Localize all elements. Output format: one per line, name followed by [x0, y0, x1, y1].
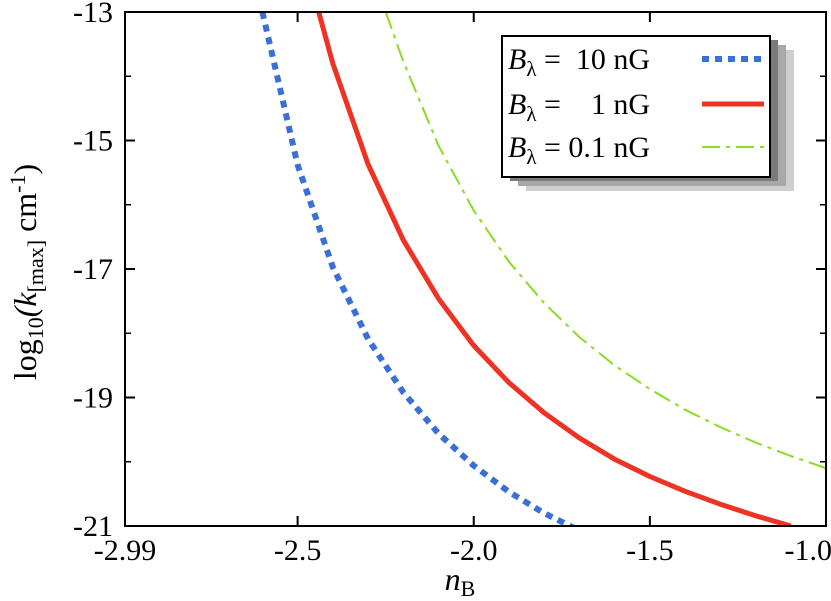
- series-line-2: [384, 12, 826, 470]
- y-tick-label: -19: [73, 382, 113, 415]
- y-tick-label: -21: [73, 510, 113, 543]
- legend: Bλ = 10 nG Bλ = 1 nG Bλ = 0.1 nG: [501, 35, 794, 191]
- y-axis-title-post: cm: [7, 193, 43, 240]
- x-axis-title: nB: [445, 561, 476, 601]
- x-tick-label: -2.5: [274, 534, 322, 567]
- y-axis-title: log10(k[max] cm-1): [5, 164, 48, 380]
- x-tick-label: -2.0: [450, 534, 498, 567]
- series-line-0: [259, 12, 578, 526]
- y-axis-title-mid: (k: [7, 292, 43, 318]
- x-tick-label: -1.0: [785, 534, 831, 567]
- x-axis-title-base: n: [445, 561, 461, 597]
- legend-label-2: Bλ = 0.1 nG: [508, 131, 650, 169]
- y-tick-label: -13: [73, 0, 113, 29]
- y-axis-title-post-sup: -1: [5, 174, 30, 192]
- tick-layer: -2.99 -2.5 -2.0 -1.5 -1.0 -13 -15 -17 -19 -21: [73, 0, 831, 567]
- y-axis-title-close: ): [7, 164, 43, 175]
- y-axis-title-mid-sub: [max]: [23, 240, 48, 293]
- series-line-1: [316, 12, 792, 526]
- series-layer: [259, 12, 826, 526]
- y-tick-label: -17: [73, 253, 113, 286]
- x-tick-label: -2.99: [94, 534, 157, 567]
- legend-label-1: Bλ = 1 nG: [508, 88, 650, 126]
- x-axis-title-sub: B: [461, 576, 476, 601]
- legend-label-0: Bλ = 10 nG: [508, 43, 650, 81]
- y-axis-title-pre-sub: 10: [23, 317, 48, 339]
- y-axis-title-pre: log: [7, 339, 43, 380]
- y-tick-label: -15: [73, 125, 113, 158]
- x-tick-label: -1.5: [626, 534, 674, 567]
